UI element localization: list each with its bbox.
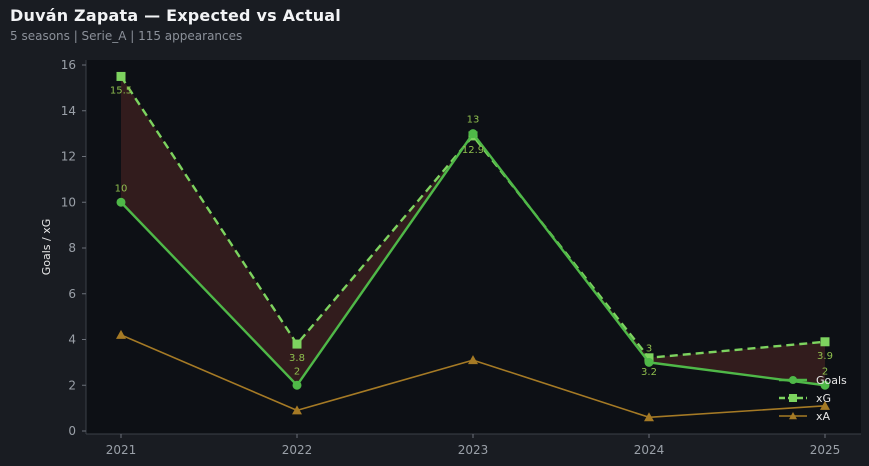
goals-data-label: 10 <box>115 183 128 194</box>
goals-point <box>468 129 478 139</box>
y-tick-label: 10 <box>61 195 76 209</box>
y-tick-label: 6 <box>68 287 76 301</box>
chart-title: Duván Zapata — Expected vs Actual <box>10 6 341 25</box>
x-tick-label: 2021 <box>106 443 137 457</box>
goals-point <box>116 197 126 207</box>
y-tick-label: 16 <box>61 58 76 72</box>
xa-point <box>116 329 126 339</box>
y-tick-label: 2 <box>68 378 76 392</box>
y-tick-label: 0 <box>68 424 76 438</box>
xg-data-label: 3.2 <box>641 367 657 378</box>
legend-goals-marker <box>789 376 797 384</box>
xg-point <box>292 339 302 349</box>
xg-data-label: 3.8 <box>289 353 305 364</box>
chart-subtitle: 5 seasons | Serie_A | 115 appearances <box>10 29 243 43</box>
xg-point <box>644 353 654 363</box>
xa-point <box>644 412 654 422</box>
goals-point <box>644 357 654 367</box>
xg-point <box>116 71 126 81</box>
xa-point <box>292 405 302 415</box>
xg-data-label: 3.9 <box>817 351 833 362</box>
legend-xa-marker <box>789 412 797 420</box>
y-axis-label: Goals / xG <box>40 219 53 276</box>
xg-data-label: 15.5 <box>110 85 132 96</box>
y-tick-label: 14 <box>61 104 76 118</box>
legend-goals-label: Goals <box>816 374 847 387</box>
y-tick-label: 4 <box>68 333 76 347</box>
goals-point <box>292 380 302 390</box>
x-tick-label: 2023 <box>458 443 489 457</box>
x-tick-label: 2025 <box>810 443 841 457</box>
legend-xg-marker <box>789 394 797 402</box>
goals-data-label: 2 <box>822 366 828 377</box>
goals-data-label: 3 <box>646 343 652 354</box>
xg-point <box>820 337 830 347</box>
y-tick-label: 12 <box>61 150 76 164</box>
xa-point <box>820 400 830 410</box>
goals-xg-gap-area <box>121 76 825 386</box>
xg-data-label: 12.9 <box>462 145 484 156</box>
legend-xa-label: xA <box>816 410 831 423</box>
goals-data-label: 13 <box>467 115 480 126</box>
x-tick-label: 2024 <box>634 443 665 457</box>
chart-header: Duván Zapata — Expected vs Actual 5 seas… <box>10 6 341 43</box>
goals-data-label: 2 <box>294 366 300 377</box>
y-tick-label: 8 <box>68 241 76 255</box>
xa-point <box>468 355 478 365</box>
x-tick-label: 2022 <box>282 443 313 457</box>
legend-xg-label: xG <box>816 392 831 405</box>
goals-point <box>820 380 830 390</box>
